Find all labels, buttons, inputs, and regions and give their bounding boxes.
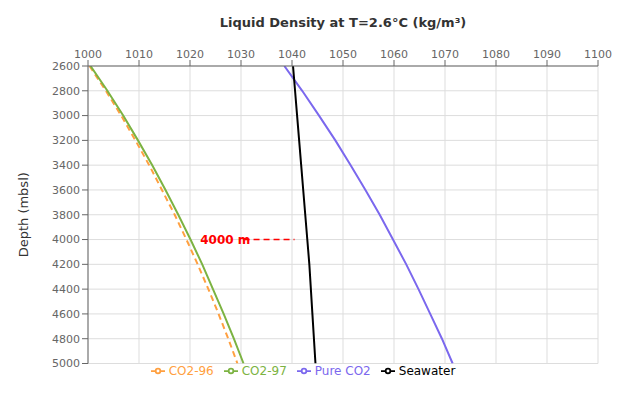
svg-text:5000: 5000: [52, 357, 80, 370]
svg-text:4000 m: 4000 m: [200, 233, 250, 247]
svg-text:4400: 4400: [52, 283, 80, 296]
svg-text:3200: 3200: [52, 134, 80, 147]
svg-text:1060: 1060: [380, 48, 408, 61]
svg-text:4600: 4600: [52, 308, 80, 321]
svg-text:Liquid Density at T=2.6°C (kg/: Liquid Density at T=2.6°C (kg/m³): [220, 15, 467, 30]
svg-text:4200: 4200: [52, 258, 80, 271]
svg-text:1080: 1080: [482, 48, 510, 61]
svg-text:1090: 1090: [533, 48, 561, 61]
svg-text:1040: 1040: [278, 48, 306, 61]
svg-text:Depth (mbsl): Depth (mbsl): [16, 172, 31, 257]
svg-text:3400: 3400: [52, 159, 80, 172]
svg-text:3000: 3000: [52, 109, 80, 122]
svg-text:1100: 1100: [584, 48, 612, 61]
svg-text:2600: 2600: [52, 60, 80, 73]
svg-text:1010: 1010: [125, 48, 153, 61]
html-text:Seawater: Seawater: [398, 363, 456, 378]
html-text:CO2-96: CO2-96: [168, 363, 214, 378]
svg-text:1070: 1070: [431, 48, 459, 61]
svg-text:2800: 2800: [52, 85, 80, 98]
svg-text:1020: 1020: [176, 48, 204, 61]
svg-text:1000: 1000: [74, 48, 102, 61]
svg-text:3600: 3600: [52, 184, 80, 197]
html-text:Pure CO2: Pure CO2: [314, 363, 371, 378]
svg-text:4000: 4000: [52, 233, 80, 246]
svg-text:4800: 4800: [52, 333, 80, 346]
svg-text:3800: 3800: [52, 209, 80, 222]
svg-text:1050: 1050: [329, 48, 357, 61]
svg-text:1030: 1030: [227, 48, 255, 61]
html-text:CO2-97: CO2-97: [241, 363, 287, 378]
